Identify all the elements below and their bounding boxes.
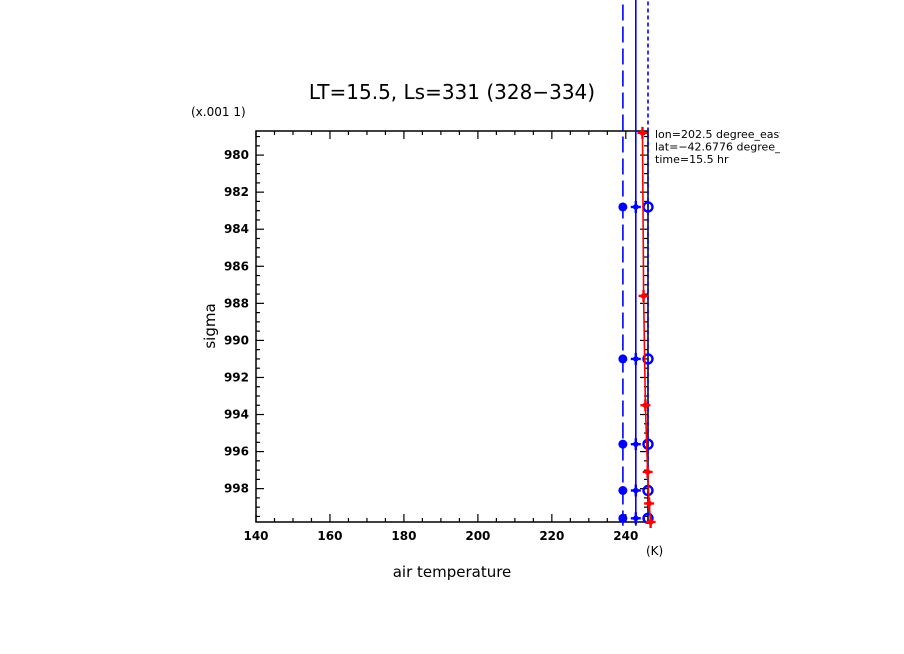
tick-labels: 140 160 180 200 220 240 980 982 984 986 988 990 992 9…	[224, 148, 638, 543]
info-line: lat=−42.6776 degree_north	[655, 141, 810, 154]
data-point	[630, 512, 641, 525]
info-clip	[780, 125, 904, 175]
data-point	[642, 438, 654, 450]
x-tick-label: 220	[539, 529, 564, 543]
marker-center	[632, 487, 639, 494]
marker-center	[632, 204, 639, 210]
series-line	[641, 132, 652, 523]
marker-center	[640, 293, 647, 299]
y-tick-label: 984	[224, 222, 249, 236]
x-tick-label: 200	[465, 529, 490, 543]
x-axis-label: air temperature	[393, 563, 512, 581]
data-point	[618, 354, 628, 364]
data-point	[618, 485, 628, 495]
y-scale-label: (x.001 1)	[191, 105, 246, 119]
marker-center	[644, 469, 651, 475]
data-point	[637, 126, 648, 139]
data-point	[630, 200, 641, 213]
data-point	[645, 516, 656, 528]
plot-frame	[255, 130, 649, 523]
series-group	[618, 0, 656, 528]
x-tick-label: 240	[613, 529, 638, 543]
y-axis-label: sigma	[201, 303, 219, 348]
y-tick-label: 998	[224, 482, 249, 496]
x-tick-label: 180	[391, 529, 416, 543]
marker-center	[639, 130, 646, 136]
data-point	[638, 289, 649, 302]
y-tick-label: 986	[224, 259, 249, 273]
x-units-label: (K)	[646, 544, 663, 558]
marker-center	[647, 519, 654, 525]
data-point	[630, 484, 641, 497]
marker-center	[646, 500, 652, 507]
data-point	[630, 352, 641, 365]
data-point	[640, 399, 651, 412]
data-point	[618, 202, 628, 212]
data-point	[618, 439, 628, 449]
y-tick-label: 982	[224, 185, 249, 199]
marker-center	[632, 356, 639, 362]
y-tick-label: 980	[224, 148, 249, 162]
data-point	[642, 465, 653, 478]
y-tick-label: 992	[224, 370, 249, 384]
data-point	[630, 438, 641, 451]
marker-center	[642, 402, 649, 409]
info-line: time=15.5 hr	[655, 153, 729, 166]
info-line: lon=202.5 degree_east	[655, 128, 784, 141]
axes	[255, 130, 649, 523]
y-tick-label: 988	[224, 296, 249, 310]
data-point	[644, 497, 655, 510]
y-tick-label: 990	[224, 333, 249, 347]
marker-center	[632, 441, 639, 447]
y-tick-label: 994	[224, 408, 249, 422]
data-point	[618, 513, 628, 523]
y-tick-label: 996	[224, 445, 249, 459]
data-point	[642, 353, 654, 365]
x-tick-label: 160	[317, 529, 342, 543]
marker-center	[632, 515, 639, 522]
x-tick-label: 140	[243, 529, 268, 543]
chart-title: LT=15.5, Ls=331 (328−334)	[309, 80, 595, 104]
